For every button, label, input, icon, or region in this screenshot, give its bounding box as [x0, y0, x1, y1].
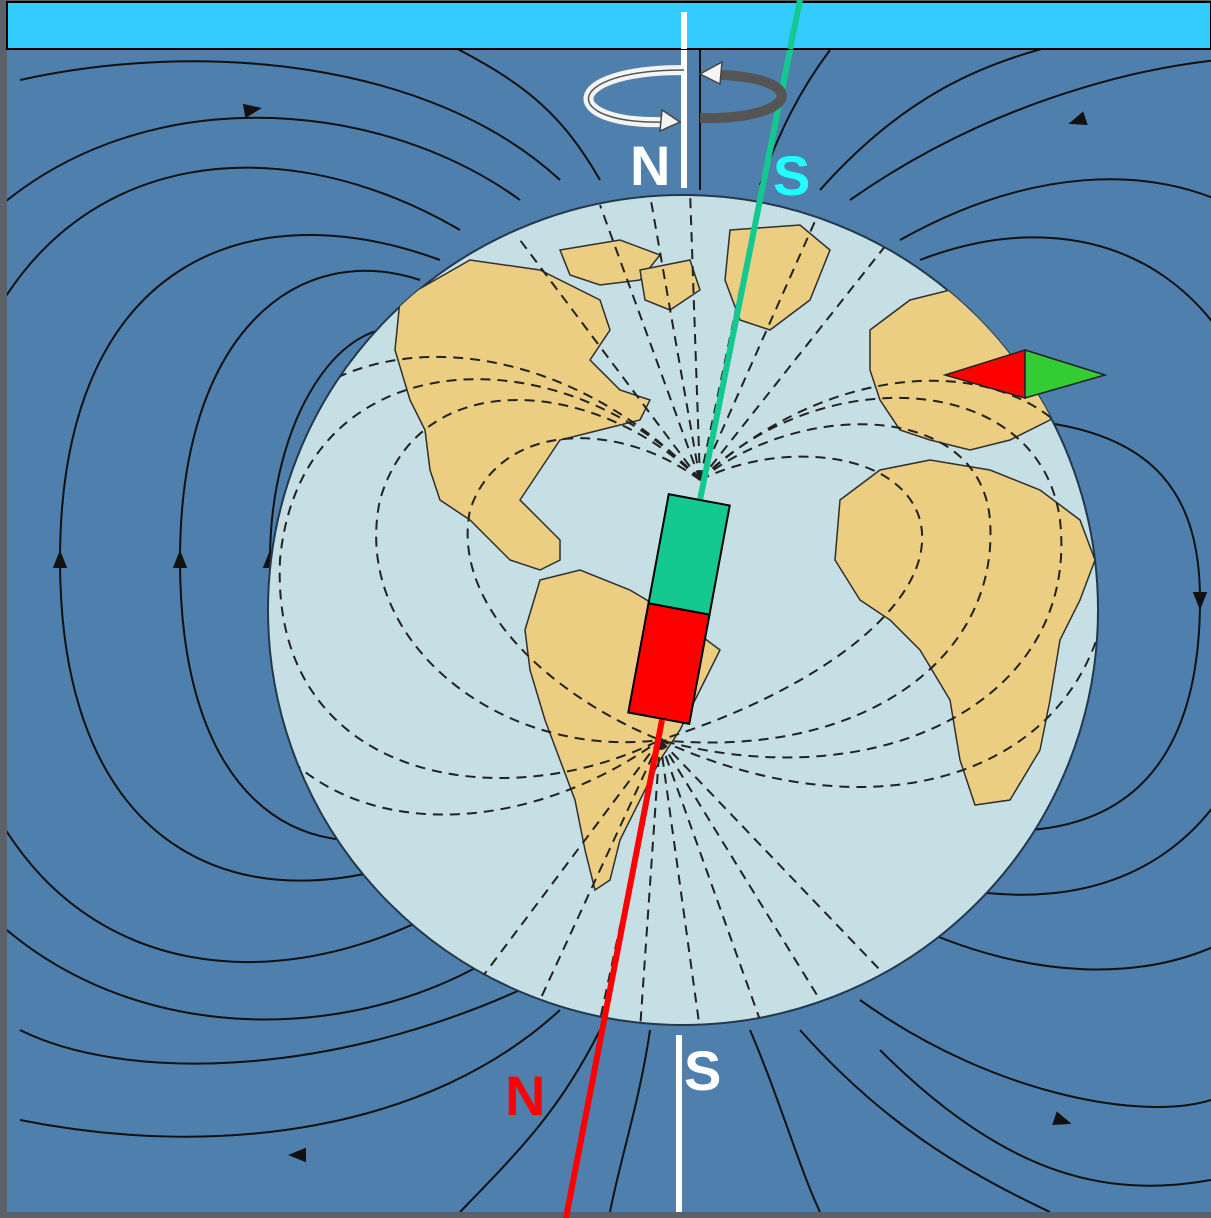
- magnetic-axis-south-end: [697, 0, 803, 501]
- inner-field-lines: [268, 195, 1098, 1025]
- geographic-north-label: N: [630, 134, 670, 197]
- north-america: [394, 259, 652, 571]
- africa: [834, 459, 1096, 806]
- rotation-arrow-icon: [583, 60, 787, 133]
- geographic-south-label: S: [684, 1039, 721, 1102]
- outer-field-lines: [7, 50, 1211, 1212]
- magnetic-south-label: S: [773, 144, 810, 207]
- magnetic-north-label: N: [505, 1064, 545, 1127]
- compass-needle-icon: [942, 348, 1108, 399]
- magnetic-axis-north-end: [563, 719, 665, 1218]
- compass-needle-green-end: [1024, 348, 1108, 399]
- magnet-north-pole: [627, 602, 711, 725]
- bar-magnet-icon: [627, 493, 731, 725]
- header-bar: [6, 1, 1211, 50]
